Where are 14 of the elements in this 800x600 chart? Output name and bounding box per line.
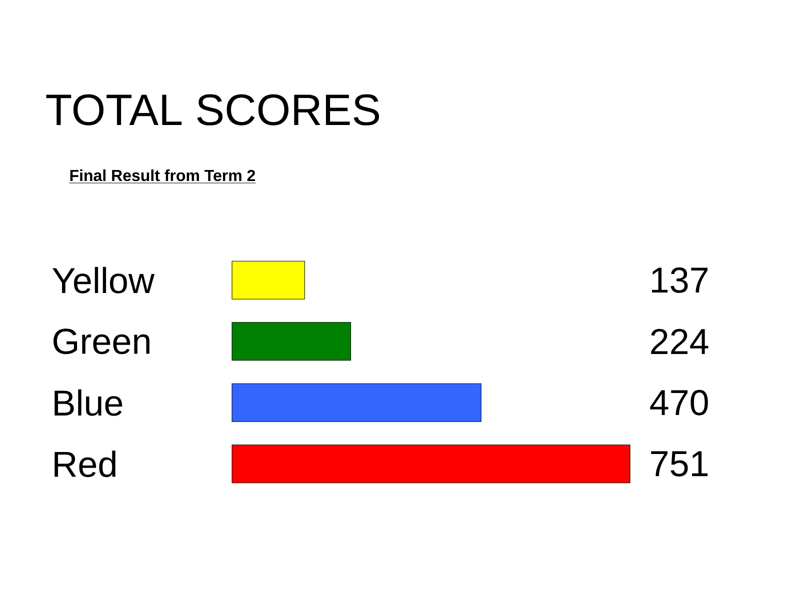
y-tick-label: Red: [54, 450, 116, 478]
data-label: 751: [651, 451, 708, 476]
y-tick-label: Green: [54, 328, 150, 354]
bar: [232, 444, 630, 484]
bar: [232, 383, 482, 422]
data-label: 137: [652, 267, 708, 293]
chart-title: TOTAL SCORES: [46, 94, 380, 126]
y-tick-label: Yellow: [52, 266, 155, 294]
y-tick-label: Blue: [54, 389, 122, 416]
bar: [232, 322, 351, 361]
data-label: 224: [651, 328, 708, 354]
data-label: 470: [650, 390, 708, 416]
bar: [232, 260, 305, 300]
chart-subtitle: Final Result from Term 2: [70, 169, 256, 182]
